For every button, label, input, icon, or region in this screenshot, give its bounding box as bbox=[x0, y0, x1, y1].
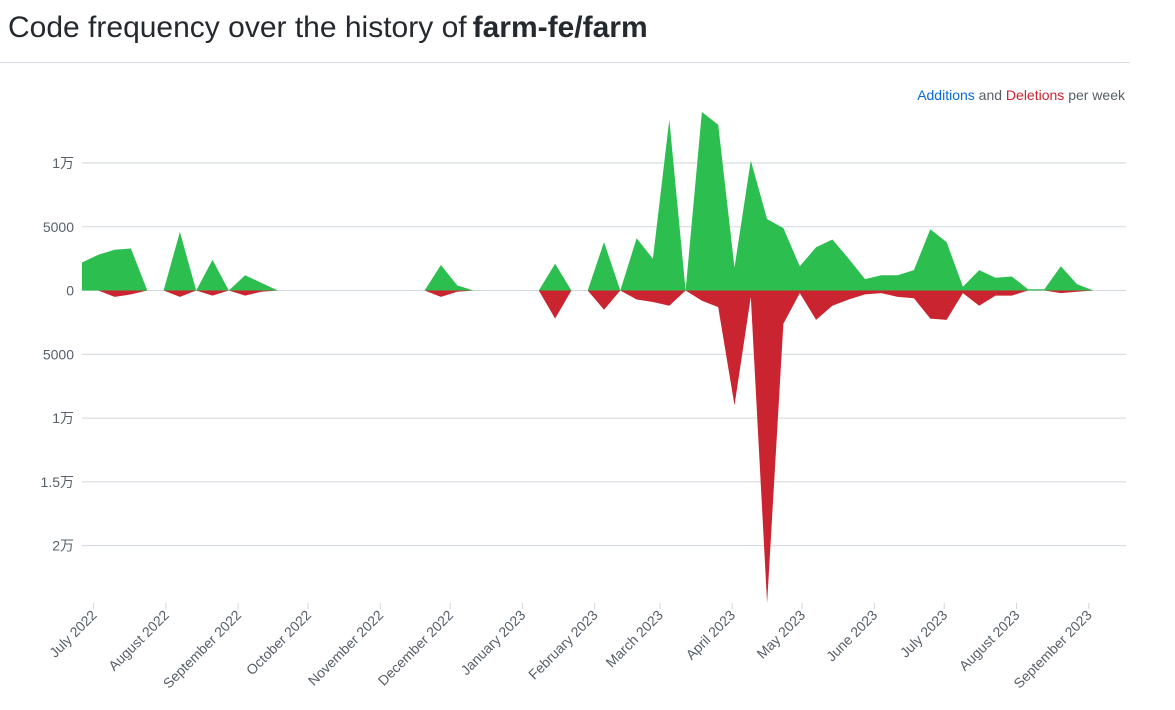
y-axis: 1万 5000 0 5000 1万 1.5万 2万 bbox=[41, 155, 75, 554]
legend-deletions: Deletions bbox=[1005, 87, 1065, 103]
legend-and: and bbox=[978, 87, 1003, 103]
legend-additions: Additions bbox=[917, 87, 975, 103]
page-title: Code frequency over the history of farm-f… bbox=[8, 10, 648, 46]
x-tick-label: May 2023 bbox=[753, 607, 808, 662]
legend-suffix: per week bbox=[1068, 87, 1125, 103]
y-tick-label: 1万 bbox=[52, 155, 74, 171]
x-tick-label: December 2022 bbox=[375, 607, 457, 689]
x-tick-label: September 2022 bbox=[160, 607, 245, 692]
y-tick-label: 0 bbox=[66, 283, 74, 299]
y-tick-label: 5000 bbox=[43, 346, 74, 362]
additions-area bbox=[82, 112, 1094, 291]
chart-areas bbox=[82, 112, 1094, 603]
y-tick-label: 5000 bbox=[43, 219, 74, 235]
x-tick-label: September 2023 bbox=[1010, 607, 1095, 692]
x-tick-label: June 2023 bbox=[823, 607, 881, 665]
x-tick-label: April 2023 bbox=[682, 607, 738, 663]
x-tick-label: August 2022 bbox=[105, 607, 172, 674]
repo-link[interactable]: farm-fe/farm bbox=[472, 11, 648, 44]
x-tick-label: February 2023 bbox=[525, 607, 601, 683]
x-tick-label: July 2023 bbox=[897, 607, 951, 661]
x-tick-label: August 2023 bbox=[956, 607, 1023, 674]
title-prefix: Code frequency over the history of bbox=[8, 11, 467, 44]
grid-lines bbox=[82, 162, 1126, 547]
x-tick-label: March 2023 bbox=[602, 607, 666, 671]
chart-legend: Additions and Deletions per week bbox=[917, 87, 1125, 103]
deletions-area bbox=[82, 290, 1094, 603]
y-tick-label: 1.5万 bbox=[41, 474, 74, 490]
x-tick-label: October 2022 bbox=[243, 607, 314, 678]
page-header: Code frequency over the history of farm-f… bbox=[0, 0, 1130, 63]
y-tick-label: 2万 bbox=[52, 538, 74, 554]
x-tick-label: January 2023 bbox=[457, 607, 528, 678]
y-tick-label: 1万 bbox=[52, 410, 74, 426]
x-tick-label: July 2022 bbox=[46, 607, 100, 661]
